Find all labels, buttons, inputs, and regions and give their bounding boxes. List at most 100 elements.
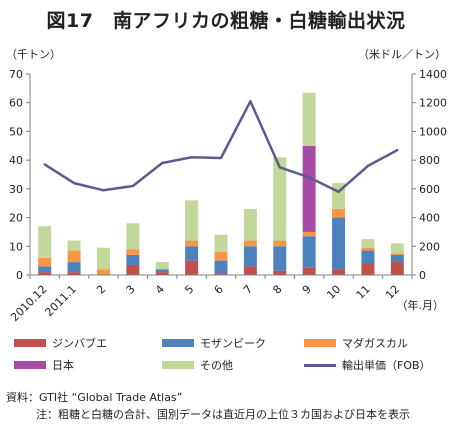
bar-mozambique-10 (332, 217, 346, 270)
legend-swatch-japan (14, 361, 46, 369)
price-point-12 (396, 148, 399, 152)
legend-item-japan: 日本 (14, 357, 74, 373)
bar-mozambique-5 (185, 246, 199, 261)
x-tick-label-4: 4 (153, 283, 167, 297)
bar-madagascar-7 (243, 240, 257, 247)
bar-zimbabwe-7 (243, 266, 257, 275)
bar-madagascar-6 (214, 252, 228, 261)
bar-mozambique-7 (243, 246, 257, 267)
bar-mozambique-1 (67, 262, 81, 273)
bar-madagascar-11 (361, 247, 375, 251)
x-tick-label-3: 3 (124, 283, 138, 297)
bar-zimbabwe-6 (214, 273, 228, 275)
bar-mozambique-6 (214, 260, 228, 274)
legend-label-other: その他 (200, 359, 233, 372)
price-point-1 (72, 181, 76, 185)
bar-zimbabwe-1 (67, 272, 81, 275)
x-tick-label-7: 7 (241, 283, 255, 297)
bar-zimbabwe-4 (155, 272, 169, 275)
bar-mozambique-8 (273, 246, 287, 271)
bar-other-8 (273, 157, 287, 241)
bar-zimbabwe-9 (302, 267, 316, 275)
bar-zimbabwe-3 (126, 264, 140, 275)
bar-mozambique-11 (361, 250, 375, 264)
price-point-9 (307, 176, 311, 179)
x-axis-unit: （年.月） (396, 299, 445, 312)
bar-zimbabwe-12 (390, 262, 404, 275)
x-tick-label-9: 9 (300, 283, 314, 297)
price-point-3 (131, 184, 135, 188)
legend-label-mozambique: モザンビーク (200, 337, 266, 350)
price-point-5 (190, 156, 193, 159)
x-tick-label-10: 10 (324, 283, 343, 302)
price-point-6 (219, 156, 223, 160)
legend-label-zimbabwe: ジンバブエ (52, 337, 107, 350)
bar-mozambique-4 (155, 269, 169, 273)
bar-madagascar-5 (185, 240, 199, 247)
x-tick-label-8: 8 (270, 283, 284, 297)
right-axis-unit: （米ドル／トン） (358, 48, 446, 61)
left-tick-label-20: 20 (9, 212, 23, 225)
bar-zimbabwe-10 (332, 269, 346, 275)
legend-item-zimbabwe: ジンバブエ (14, 335, 107, 351)
price-point-0 (43, 163, 46, 166)
left-tick-label-30: 30 (9, 183, 23, 196)
bar-other-0 (38, 226, 52, 258)
bar-other-6 (214, 234, 228, 253)
right-tick-label-0: 0 (419, 269, 426, 282)
bar-madagascar-0 (38, 257, 52, 267)
x-tick-label-1: 2011.1 (43, 283, 79, 319)
bar-zimbabwe-11 (361, 263, 375, 275)
legend-swatch-madagascar (304, 339, 336, 347)
left-tick-label-10: 10 (9, 240, 23, 253)
legend-item-other: その他 (162, 357, 233, 373)
export-chart: 0 10 20 30 40 50 60 70 0 200 400 600 800 1000 1200 1400… (8, 68, 447, 324)
right-tick-label-600: 600 (419, 183, 440, 196)
bar-other-1 (67, 240, 81, 251)
price-line (44, 100, 398, 193)
right-tick-label-400: 400 (419, 212, 440, 225)
right-tick-label-1200: 1200 (419, 97, 447, 110)
bar-japan-9 (302, 145, 316, 232)
price-point-4 (161, 161, 164, 165)
bar-other-11 (361, 239, 375, 248)
legend-item-price: 輸出単価（FOB） (304, 357, 431, 373)
left-tick-label-40: 40 (9, 154, 23, 167)
bar-madagascar-8 (273, 240, 287, 247)
bar-mozambique-12 (390, 254, 404, 263)
x-tick-label-6: 6 (212, 283, 226, 297)
legend-label-price: 輸出単価（FOB） (342, 359, 431, 372)
bar-other-4 (155, 262, 169, 270)
bar-other-9 (302, 92, 316, 146)
price-point-7 (249, 100, 252, 103)
chart-title: 図17 南アフリカの粗糖・白糖輸出状況 (46, 10, 406, 32)
bar-madagascar-3 (126, 249, 140, 255)
left-tick-label-60: 60 (9, 97, 23, 110)
right-tick-label-200: 200 (419, 240, 440, 253)
right-tick-label-1400: 1400 (419, 68, 447, 81)
right-tick-label-1000: 1000 (419, 125, 447, 138)
legend-item-mozambique: モザンビーク (162, 335, 266, 351)
legend-label-japan: 日本 (52, 359, 74, 372)
legend: ジンバブエ モザンビーク マダガスカル 日本 その他 輸出単価（FOB） (14, 329, 444, 379)
footnote: 注：粗糖と白糖の合計、国別データは直近月の上位３カ国および日本を表示 (36, 408, 410, 421)
bar-zimbabwe-5 (185, 260, 199, 275)
bar-mozambique-0 (38, 266, 52, 273)
legend-swatch-price (304, 363, 336, 367)
notes: 資料：GTI社 “Global Trade Atlas” 注：粗糖と白糖の合計、… (6, 389, 410, 423)
bar-zimbabwe-8 (273, 270, 287, 275)
bar-madagascar-9 (302, 231, 316, 237)
legend-label-madagascar: マダガスカル (342, 337, 408, 350)
left-tick-label-70: 70 (9, 68, 23, 81)
x-tick-label-5: 5 (182, 283, 196, 297)
source-note: 資料：GTI社 “Global Trade Atlas” (6, 391, 183, 404)
price-point-10 (337, 190, 340, 193)
x-tick-label-0: 2010.12 (8, 283, 49, 324)
x-tick-label-2: 2 (94, 283, 108, 297)
bar-mozambique-9 (302, 236, 316, 268)
price-point-11 (366, 164, 370, 168)
legend-swatch-other (162, 361, 194, 369)
bar-other-2 (96, 247, 110, 270)
bar-mozambique-3 (126, 254, 140, 265)
bar-other-7 (243, 208, 257, 241)
